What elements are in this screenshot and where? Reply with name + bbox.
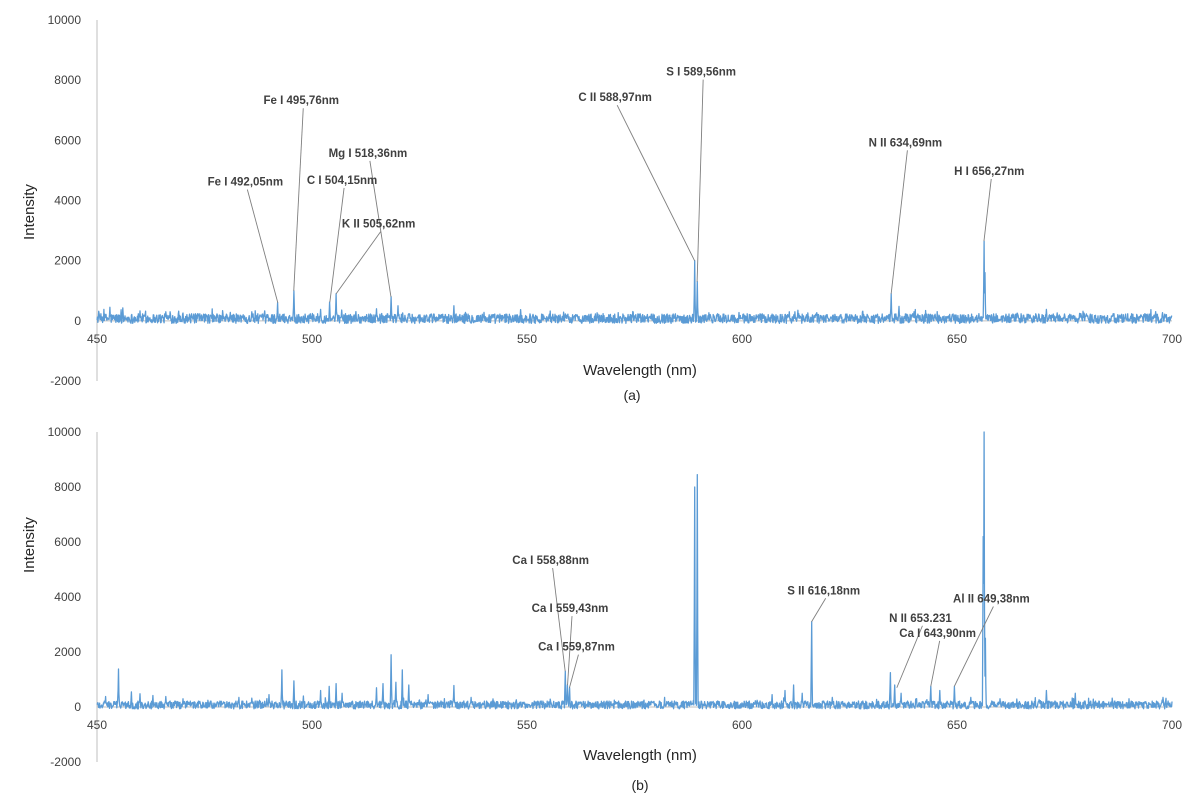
x-tick-label: 700 [1162,332,1182,346]
peak-annotation: Fe I 492,05nm [208,176,283,188]
x-tick-label: 650 [947,332,967,346]
spectrum-panel-b: -2000 0 2000 4000 6000 8000 10000 450 500 550 600 6… [21,425,1182,793]
annotation-leader [953,606,994,687]
peak-annotation: K II 505,62nm [342,219,416,231]
annotation-leader [329,187,345,303]
annotation-leader [335,231,382,295]
peak-annotation: Fe I 495,76nm [264,95,339,107]
peak-annotation: H I 656,27nm [954,166,1024,178]
y-tick-label: 10000 [48,13,82,27]
annotation-leader [930,640,941,687]
spectrum-line-a [96,240,1173,325]
x-tick-label: 600 [732,332,752,346]
x-tick-label: 550 [517,332,537,346]
x-tick-label: 450 [87,718,107,732]
x-tick-label: 650 [947,718,967,732]
peak-annotation: Mg I 518,36nm [329,148,408,160]
annotation-leader [246,189,279,303]
panel-caption-b: (b) [631,777,648,793]
annotation-leader [983,178,992,242]
y-tick-label: 2000 [54,645,81,659]
peak-annotation: Ca I 559,43nm [532,603,609,615]
y-tick-label: 8000 [54,73,81,87]
y-tick-label: 6000 [54,535,81,549]
y-tick-label: -2000 [50,374,81,388]
annotation-leader [811,598,827,622]
annotation-leader [696,79,704,282]
annotation-leader [890,150,908,294]
x-axis-title-b: Wavelength (nm) [583,747,697,764]
annotation-leader [567,616,573,686]
x-axis-title-a: Wavelength (nm) [583,362,697,379]
x-tick-label: 500 [302,332,322,346]
y-tick-label: -2000 [50,755,81,769]
x-tick-label: 450 [87,332,107,346]
x-tick-label: 550 [517,718,537,732]
y-tick-label: 0 [74,314,81,328]
peak-annotation: Ca I 559,87nm [538,642,615,654]
spectrum-panel-a: -2000 0 2000 4000 6000 8000 10000 450 500 550 600 6… [21,13,1182,403]
y-axis-title-a: Intensity [21,184,38,240]
peak-annotation: C II 588,97nm [578,92,652,104]
y-tick-label: 0 [74,700,81,714]
x-tick-label: 600 [732,718,752,732]
annotation-leader [552,567,566,672]
y-tick-label: 2000 [54,254,81,268]
peak-annotation: N II 634,69nm [869,137,943,149]
y-tick-label: 8000 [54,480,81,494]
y-axis-title-b: Intensity [21,517,38,573]
peak-annotation: S I 589,56nm [666,67,736,79]
x-tick-label: 500 [302,718,322,732]
y-tick-label: 10000 [48,425,82,439]
annotation-leader [293,108,304,291]
annotation-leader [569,654,579,688]
y-tick-label: 4000 [54,590,81,604]
y-tick-label: 4000 [54,194,81,208]
annotation-leader [896,625,923,688]
peak-annotation: N II 653.231 [889,613,952,625]
annotation-leader [616,105,695,261]
peak-annotation: Ca I 643,90nm [899,628,976,640]
panel-caption-a: (a) [623,387,640,403]
annotation-leader [369,160,392,297]
spectrum-line-b [96,431,1173,710]
peak-annotation: S II 616,18nm [787,585,860,597]
peak-annotation: Al II 649,38nm [953,594,1030,606]
peak-annotation: C I 504,15nm [307,175,377,187]
peak-annotation: Ca I 558,88nm [512,555,589,567]
y-tick-label: 6000 [54,133,81,147]
x-tick-label: 700 [1162,718,1182,732]
